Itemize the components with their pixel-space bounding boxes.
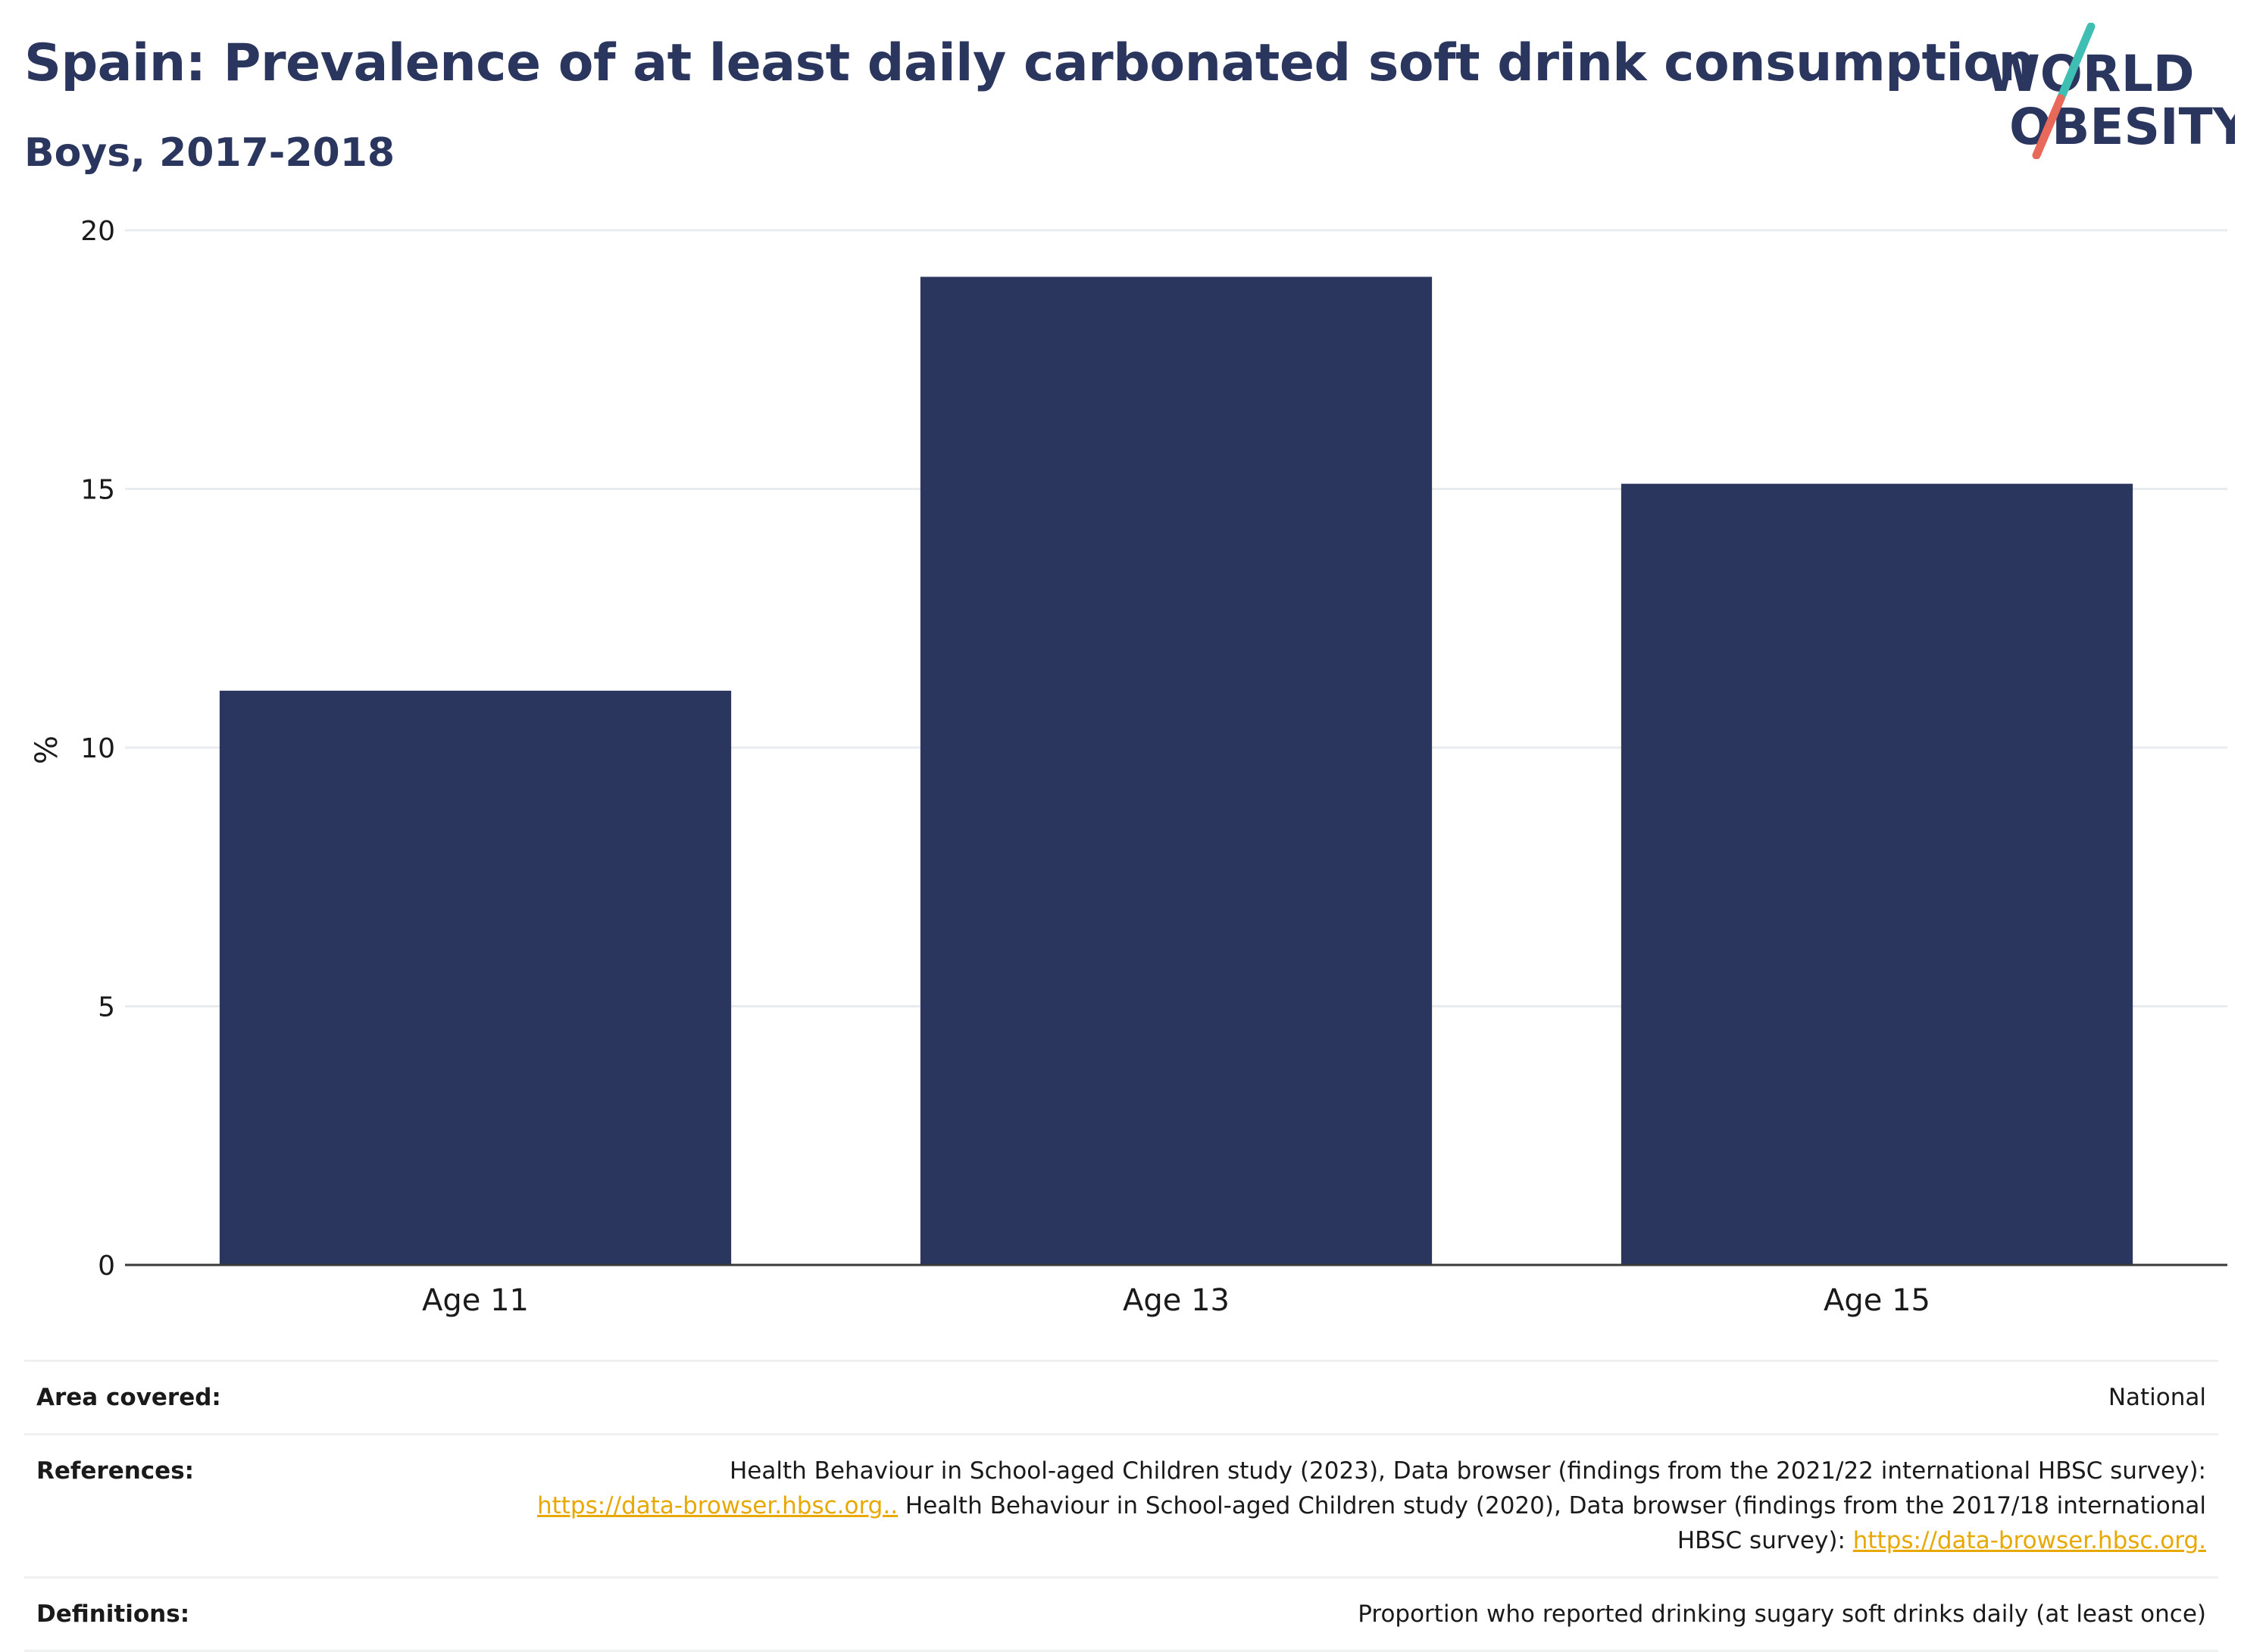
- bar-chart: 0 5 10 15 20 Age 11 Age 13 Age 15 %: [0, 189, 2241, 1341]
- y-tick-label: 20: [80, 216, 115, 247]
- x-tick-label: Age 11: [422, 1283, 529, 1318]
- x-tick-label: Age 13: [1123, 1283, 1230, 1318]
- reference-link-1[interactable]: https://data-browser.hbsc.org..: [536, 1492, 899, 1519]
- reference-link-2[interactable]: https://data-browser.hbsc.org.: [1852, 1527, 2206, 1554]
- info-table: Area covered: National References: Healt…: [24, 1360, 2218, 1652]
- bar-age-11: [219, 690, 732, 1265]
- y-tick-label: 0: [98, 1251, 115, 1282]
- area-covered-label: Area covered:: [24, 1360, 473, 1435]
- info-row-definitions: Definitions: Proportion who reported dri…: [24, 1576, 2218, 1652]
- reference-text-2: Health Behaviour in School-aged Children…: [898, 1492, 2206, 1554]
- x-tick-label: Age 15: [1824, 1283, 1930, 1318]
- y-tick-label: 10: [80, 733, 115, 764]
- area-covered-value: National: [473, 1360, 2218, 1435]
- info-row-area: Area covered: National: [24, 1360, 2218, 1435]
- bar-age-15: [1621, 483, 2133, 1265]
- logo-slash-top: [2056, 23, 2096, 103]
- references-label: References:: [24, 1433, 473, 1578]
- y-axis-label: %: [30, 735, 64, 764]
- world-obesity-logo: WORLD OBESITY: [1977, 23, 2235, 159]
- logo-slash-bottom: [2032, 94, 2065, 159]
- y-tick-label: 5: [98, 992, 115, 1023]
- chart-subtitle: Boys, 2017-2018: [24, 130, 395, 176]
- definitions-value: Proportion who reported drinking sugary …: [473, 1576, 2218, 1652]
- y-tick-label: 15: [80, 475, 115, 506]
- logo-line-1: WORLD: [1985, 45, 2195, 103]
- bar-age-13: [920, 276, 1433, 1266]
- info-row-references: References: Health Behaviour in School-a…: [24, 1433, 2218, 1578]
- definitions-label: Definitions:: [24, 1576, 473, 1652]
- chart-title: Spain: Prevalence of at least daily carb…: [24, 33, 2035, 93]
- reference-text-1: Health Behaviour in School-aged Children…: [730, 1457, 2206, 1485]
- references-value: Health Behaviour in School-aged Children…: [473, 1433, 2218, 1578]
